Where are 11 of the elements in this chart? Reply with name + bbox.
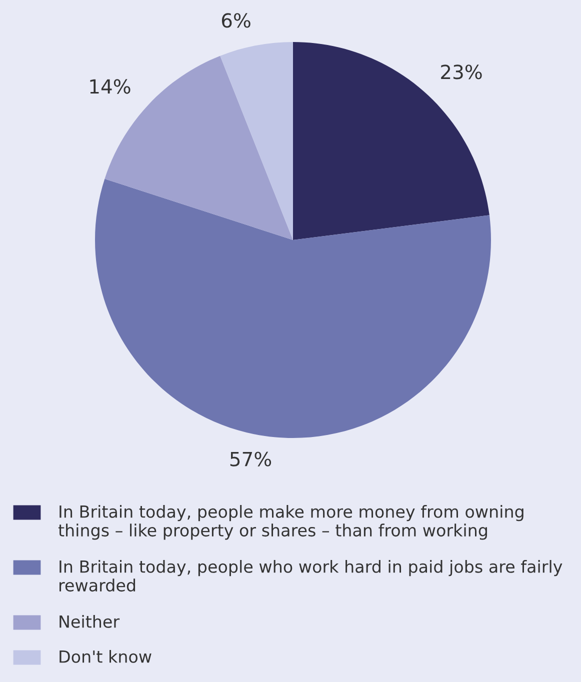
- legend-label: Neither: [60, 615, 120, 628]
- legend-label: In Britain today, people make more money from owning things – like property or shares – than from working: [58, 505, 524, 540]
- data-label: 14%: [90, 79, 130, 94]
- pie-slice: [220, 42, 293, 240]
- legend-label: In Britain today, people who work hard in paid jobs are fairly rewarded: [60, 560, 562, 592]
- data-label: 23%: [441, 64, 482, 80]
- data-label: 6%: [222, 13, 250, 28]
- data-label: 57%: [230, 452, 272, 466]
- pie-slice: [293, 42, 490, 240]
- legend-label: Don't know: [60, 650, 152, 663]
- pie-slice: [95, 178, 491, 438]
